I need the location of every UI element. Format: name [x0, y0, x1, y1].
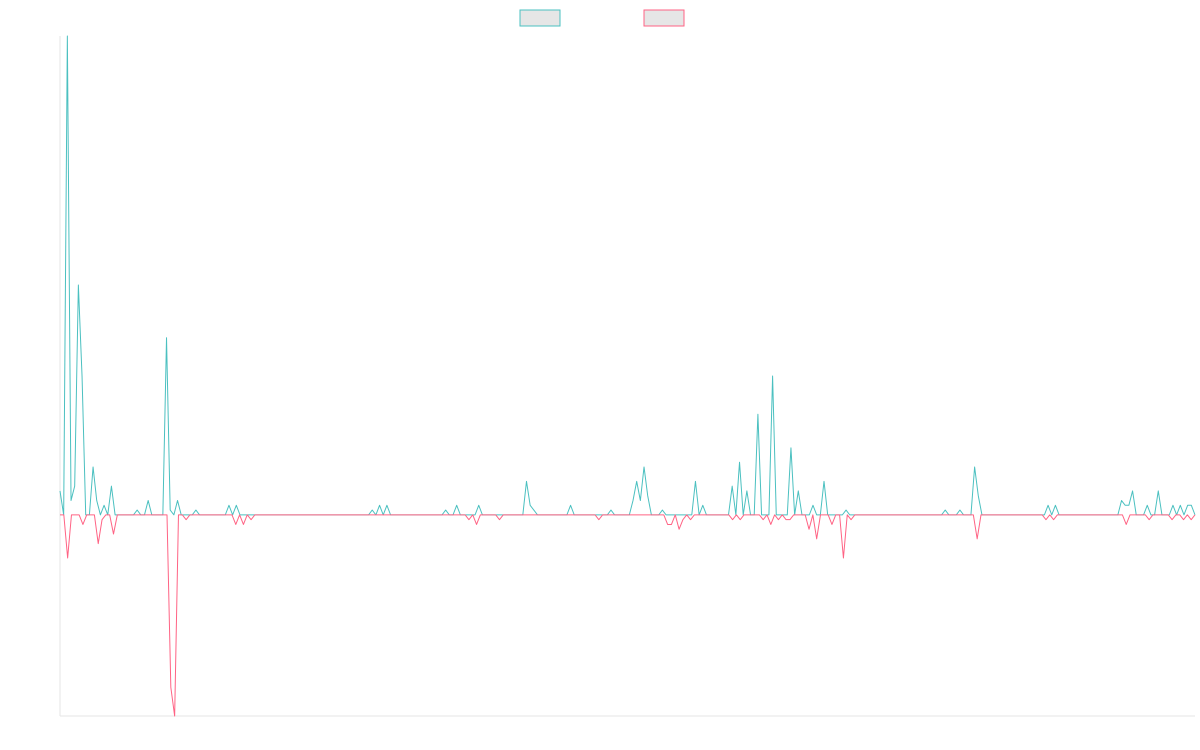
series-line-2	[60, 514, 1196, 717]
series-line-1	[59, 35, 1196, 516]
legend-swatch-2[interactable]	[643, 9, 685, 27]
legend-item-1[interactable]	[519, 9, 561, 27]
chart-legend[interactable]	[519, 9, 685, 27]
plot-area	[59, 35, 1196, 717]
legend-item-2[interactable]	[643, 9, 685, 27]
legend-swatch-1[interactable]	[519, 9, 561, 27]
